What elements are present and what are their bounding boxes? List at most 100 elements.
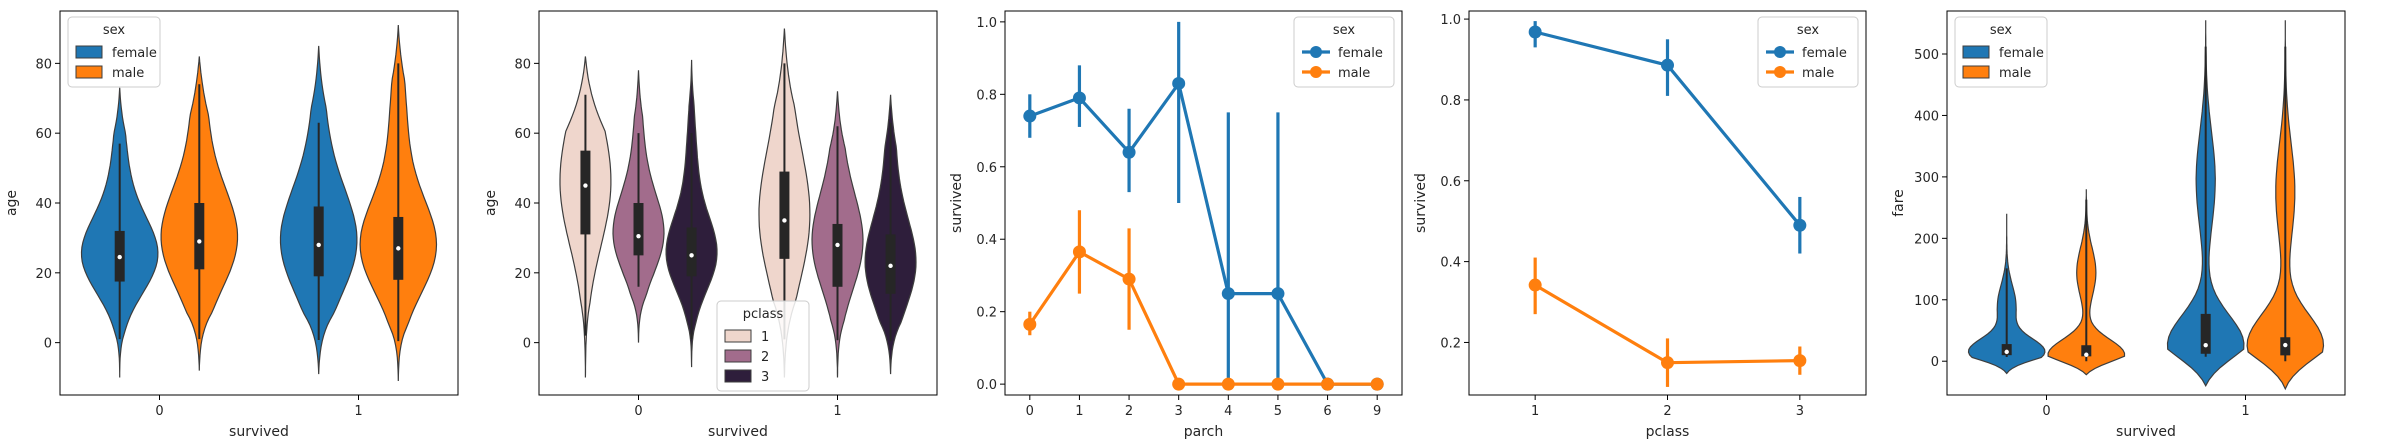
legend-label: male (1802, 66, 1834, 81)
y-tick-label: 500 (1914, 48, 1939, 63)
x-tick-label: 6 (1323, 404, 1331, 419)
x-tick-label: 2 (1663, 404, 1671, 419)
legend-marker (1774, 46, 1786, 58)
y-axis-label: age (4, 190, 20, 216)
y-axis-label: fare (1891, 189, 1907, 217)
point-female (1172, 76, 1186, 90)
chart-panel-4: 0.2 0.4 0.6 0.8 1.0 survived pclass 1 2 3 sex femal… (1413, 10, 1867, 440)
legend-title: sex (1797, 23, 1820, 38)
x-tick-label: 3 (1175, 404, 1183, 419)
x-axis-label: survived (708, 424, 768, 440)
legend-title: sex (103, 23, 126, 38)
violin-median (2084, 352, 2089, 357)
x-axis-label: survived (229, 424, 289, 440)
legend-patch (75, 45, 103, 59)
violin-median (583, 183, 588, 188)
violin-median (396, 246, 401, 251)
legend-patch (724, 369, 752, 383)
legend-label: 2 (761, 350, 769, 365)
legend-label: female (112, 46, 157, 61)
legend-label: 3 (761, 370, 769, 385)
y-axis-label: age (483, 190, 499, 216)
x-axis-label: parch (1184, 424, 1223, 440)
point-female (1793, 218, 1807, 232)
legend-patch (75, 65, 103, 79)
y-tick-label: 0.8 (1440, 94, 1461, 109)
y-tick-label: 100 (1914, 294, 1939, 309)
violin-box (2200, 313, 2211, 354)
chart-panel-5: 0 100 200 300 400 500 fare survived 0 1 sex female m… (1891, 10, 2346, 440)
legend-patch (724, 349, 752, 363)
y-tick-label: 1.0 (976, 16, 997, 31)
point-female (1221, 287, 1235, 301)
legend: pclass 1 2 3 (716, 300, 810, 392)
legend-patch (724, 329, 752, 343)
y-tick-label: 0 (1931, 355, 1939, 370)
violin-median (888, 263, 893, 269)
x-tick-label: 9 (1373, 404, 1381, 419)
y-tick-label: 200 (1914, 232, 1939, 247)
violin-median (117, 254, 122, 260)
point-female (1122, 145, 1136, 159)
x-tick-label: 0 (2042, 404, 2050, 419)
y-tick-label: 0.4 (1440, 256, 1461, 271)
legend-marker (1310, 66, 1322, 78)
legend-label: male (112, 66, 144, 81)
y-tick-label: 40 (514, 197, 531, 212)
y-tick-label: 1.0 (1440, 13, 1461, 28)
axes-frame (59, 10, 459, 396)
x-tick-label: 4 (1224, 404, 1232, 419)
violin-median (197, 239, 202, 244)
x-tick-label: 1 (833, 404, 841, 419)
y-axis-label: survived (949, 173, 965, 233)
chart-panel-2: 0 20 40 60 80 age survived 0 1 pclass 1 2 3 (483, 10, 938, 440)
x-tick-label: 1 (1075, 404, 1083, 419)
violin-median (636, 233, 641, 239)
point-male (1661, 356, 1674, 370)
violin-median (2283, 342, 2288, 348)
legend: sex female male (1293, 16, 1395, 88)
axes-frame (1946, 10, 2346, 396)
point-female (1661, 58, 1674, 72)
y-tick-label: 0.6 (976, 161, 997, 176)
y-tick-label: 80 (514, 57, 531, 72)
y-tick-label: 0.2 (1440, 336, 1461, 351)
point-male (1370, 377, 1384, 391)
violin-median (835, 242, 840, 248)
legend-label: female (1999, 46, 2044, 61)
violin-median (689, 253, 694, 258)
x-tick-label: 0 (1026, 404, 1034, 419)
y-tick-label: 0.6 (1440, 175, 1461, 190)
y-tick-label: 0 (44, 337, 52, 352)
violin-box (580, 150, 591, 235)
x-tick-label: 0 (155, 404, 163, 419)
legend-patch (1962, 45, 1990, 59)
y-tick-label: 400 (1914, 109, 1939, 124)
violin-box (194, 203, 205, 270)
legend-label: female (1802, 46, 1847, 61)
violin-median (782, 218, 787, 223)
violin-box (2081, 345, 2092, 357)
y-tick-label: 0.2 (976, 306, 997, 321)
point-male (1321, 377, 1335, 391)
y-tick-label: 40 (35, 197, 52, 212)
y-tick-label: 300 (1914, 171, 1939, 186)
point-female (1528, 25, 1542, 39)
y-tick-label: 0 (523, 337, 531, 352)
series-line-female (1029, 79, 1378, 386)
x-tick-label: 0 (634, 404, 642, 419)
violin-box (313, 206, 324, 277)
y-tick-label: 60 (514, 127, 531, 142)
violin-box (2001, 344, 2012, 356)
point-male (1122, 272, 1136, 286)
axes-frame (538, 10, 938, 396)
legend-box (716, 300, 810, 392)
violin-median (2203, 343, 2208, 348)
point-male (1072, 245, 1086, 259)
point-male (1528, 278, 1542, 292)
point-male (1221, 377, 1235, 391)
legend-title: sex (1990, 23, 2013, 38)
legend: sex female male (67, 16, 161, 88)
chart-panel-3: 0.0 0.2 0.4 0.6 0.8 1.0 survived parch 0 1 2 3 4 5 6 9 s… (949, 10, 1403, 440)
